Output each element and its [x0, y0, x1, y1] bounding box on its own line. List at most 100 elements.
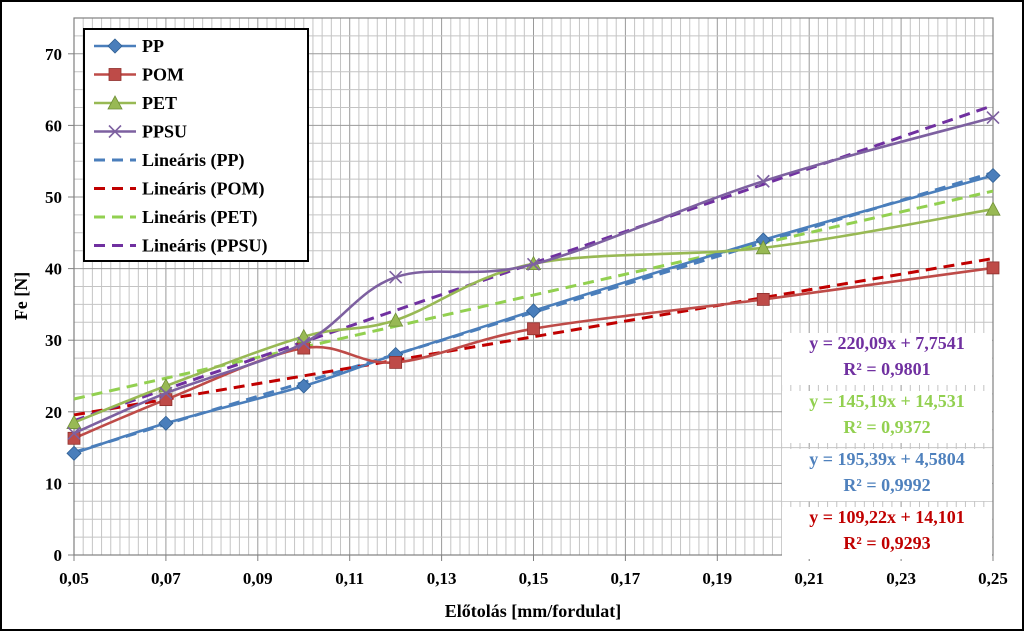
equation-background [782, 391, 992, 443]
x-tick-label: 0,19 [702, 569, 732, 588]
data-point [108, 68, 122, 81]
y-tick-label: 60 [45, 116, 62, 135]
x-axis-title: Előtolás [mm/fordulat] [445, 601, 621, 621]
data-point [66, 414, 82, 429]
y-axis-title: Fe [N] [11, 272, 31, 320]
y-tick-label: 30 [45, 331, 62, 350]
series-line [73, 266, 994, 440]
r-squared-text: R² = 0,9992 [843, 475, 930, 495]
legend-label: Lineáris (POM) [142, 179, 264, 200]
trend-equation: y = 109,22x + 14,101 R² = 0,9293 [782, 507, 992, 559]
data-point [387, 312, 404, 327]
axis-ticks: 0,05 0,07 0,09 0,11 0,13 0,15 0,17 0,19 0,21 0,23… [45, 45, 1008, 588]
legend-label: Lineáris (PP) [142, 150, 244, 171]
data-point-stroke [159, 386, 173, 400]
legend-entry: POM [94, 65, 184, 85]
data-point [986, 110, 1000, 125]
data-point [389, 355, 403, 369]
r-squared-text: R² = 0,9293 [843, 533, 930, 553]
x-tick-label: 0,13 [427, 569, 457, 588]
trend-equations: y = 220,09x + 7,7541 R² = 0,9801 y = 145,1… [782, 333, 992, 559]
legend-label: PP [142, 36, 164, 56]
legend-entry: Lineáris (PET) [94, 207, 258, 228]
x-tick-label: 0,05 [59, 569, 89, 588]
legend-entry: Lineáris (PP) [94, 150, 244, 171]
data-point [107, 95, 123, 110]
data-point-stroke [297, 336, 311, 350]
series-pp [66, 167, 1001, 461]
data-point [756, 174, 770, 188]
data-point-stroke [526, 257, 541, 271]
data-point [985, 167, 1001, 184]
r-squared-text: R² = 0,9801 [843, 359, 930, 379]
trendline [73, 189, 994, 401]
equation-background [782, 507, 992, 559]
y-tick-label: 0 [54, 546, 63, 565]
legend-entry: PPSU [94, 122, 187, 142]
equation-text: y = 220,09x + 7,7541 [809, 333, 965, 353]
legend-label: POM [142, 65, 184, 85]
series-line [73, 174, 994, 455]
data-point [527, 322, 540, 336]
legend-label: PPSU [142, 122, 187, 142]
data-point-stroke [986, 110, 1000, 125]
trend-equation: y = 195,39x + 4,5804 R² = 0,9992 [782, 449, 992, 501]
legend-label: PET [142, 93, 177, 113]
data-point [296, 378, 312, 394]
legend-entry: Lineáris (PPSU) [94, 236, 268, 257]
legend-entry: Lineáris (POM) [94, 179, 264, 200]
data-point-stroke [67, 426, 81, 440]
equation-text: y = 195,39x + 4,5804 [809, 449, 965, 469]
data-point-stroke [108, 124, 122, 139]
data-point [525, 303, 542, 319]
x-tick-label: 0,25 [978, 569, 1008, 588]
series-line [73, 116, 994, 435]
data-point [986, 261, 1000, 275]
equation-background [782, 449, 992, 501]
data-point-stroke [756, 174, 770, 188]
data-point [755, 239, 771, 255]
equation-text: y = 145,19x + 14,531 [809, 391, 965, 411]
legend-label: Lineáris (PET) [142, 207, 258, 228]
trendline [73, 257, 994, 417]
data-point [297, 336, 311, 350]
series-lines [66, 110, 1001, 461]
x-tick-label: 0,09 [243, 569, 273, 588]
trend-equation: y = 145,19x + 14,531 R² = 0,9372 [782, 391, 992, 443]
r-squared-text: R² = 0,9372 [843, 417, 930, 437]
legend-box [83, 28, 309, 262]
y-tick-label: 70 [45, 45, 62, 64]
y-tick-label: 40 [45, 260, 62, 279]
legend-entry: PET [94, 93, 177, 113]
data-point [756, 292, 770, 306]
x-tick-label: 0,07 [151, 569, 181, 588]
x-tick-label: 0,23 [886, 569, 916, 588]
series-ppsu [67, 110, 1000, 440]
data-point [985, 201, 1001, 216]
equation-text: y = 109,22x + 14,101 [809, 507, 965, 527]
data-point [107, 38, 123, 54]
legend-entry: PP [94, 36, 164, 56]
legend-label: Lineáris (PPSU) [142, 236, 268, 257]
series-line [73, 207, 994, 424]
data-point [526, 257, 541, 271]
x-tick-label: 0,15 [519, 569, 549, 588]
y-tick-label: 20 [45, 403, 62, 422]
data-point [108, 124, 122, 139]
x-tick-label: 0,11 [335, 569, 364, 588]
data-point [66, 445, 82, 461]
x-tick-label: 0,17 [611, 569, 641, 588]
legend: PP POM PET PPSU Lineáris (PP) Lineáris (POM) L… [83, 28, 309, 262]
data-point [159, 386, 173, 400]
y-tick-label: 50 [45, 188, 62, 207]
data-point-stroke [389, 270, 403, 284]
equation-background [782, 333, 992, 385]
y-tick-label: 10 [45, 474, 62, 493]
data-point [158, 415, 174, 431]
data-point [389, 270, 403, 284]
data-point [67, 426, 81, 440]
x-tick-label: 0,21 [794, 569, 824, 588]
trend-equation: y = 220,09x + 7,7541 R² = 0,9801 [782, 333, 992, 385]
